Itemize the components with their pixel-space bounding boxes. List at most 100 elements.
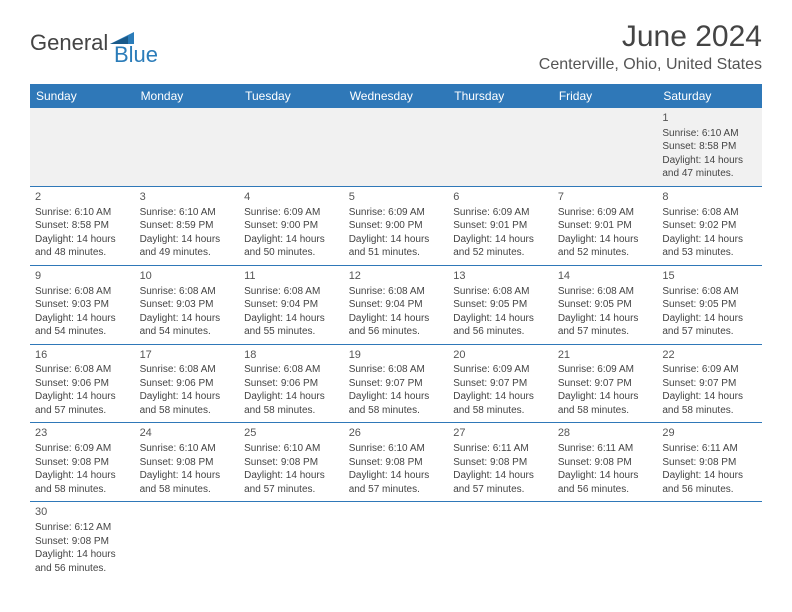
- day-number: 3: [140, 190, 235, 205]
- sun-info-line: Sunset: 9:05 PM: [558, 298, 653, 312]
- sun-info-line: Sunrise: 6:08 AM: [349, 285, 444, 299]
- calendar-cell: [239, 502, 344, 580]
- sun-info-line: Daylight: 14 hours: [140, 469, 235, 483]
- sun-info-line: and 58 minutes.: [35, 483, 130, 497]
- calendar-cell: 30Sunrise: 6:12 AMSunset: 9:08 PMDayligh…: [30, 502, 135, 580]
- day-number: 16: [35, 348, 130, 363]
- sun-info-line: Sunrise: 6:10 AM: [244, 442, 339, 456]
- sun-info-line: Sunset: 9:08 PM: [558, 456, 653, 470]
- calendar-cell: 29Sunrise: 6:11 AMSunset: 9:08 PMDayligh…: [657, 423, 762, 502]
- calendar-cell: 3Sunrise: 6:10 AMSunset: 8:59 PMDaylight…: [135, 186, 240, 265]
- sun-info-line: Sunrise: 6:09 AM: [453, 206, 548, 220]
- day-header-mon: Monday: [135, 84, 240, 108]
- sun-info-line: and 58 minutes.: [244, 404, 339, 418]
- calendar-cell: [344, 502, 449, 580]
- sun-info-line: Sunset: 9:05 PM: [453, 298, 548, 312]
- sun-info-line: Daylight: 14 hours: [140, 390, 235, 404]
- sun-info-line: Sunrise: 6:12 AM: [35, 521, 130, 535]
- sun-info-line: Sunset: 9:06 PM: [244, 377, 339, 391]
- day-number: 19: [349, 348, 444, 363]
- sun-info-line: Sunset: 9:07 PM: [662, 377, 757, 391]
- week-row: 9Sunrise: 6:08 AMSunset: 9:03 PMDaylight…: [30, 265, 762, 344]
- day-number: 21: [558, 348, 653, 363]
- sun-info-line: and 55 minutes.: [244, 325, 339, 339]
- day-number: 24: [140, 426, 235, 441]
- sun-info-line: Sunset: 9:02 PM: [662, 219, 757, 233]
- calendar-cell: 16Sunrise: 6:08 AMSunset: 9:06 PMDayligh…: [30, 344, 135, 423]
- sun-info-line: Daylight: 14 hours: [662, 312, 757, 326]
- sun-info-line: Sunrise: 6:08 AM: [140, 285, 235, 299]
- week-row: 1Sunrise: 6:10 AMSunset: 8:58 PMDaylight…: [30, 108, 762, 186]
- calendar-cell: 15Sunrise: 6:08 AMSunset: 9:05 PMDayligh…: [657, 265, 762, 344]
- day-number: 23: [35, 426, 130, 441]
- sun-info-line: Sunset: 9:08 PM: [35, 535, 130, 549]
- sun-info-line: Sunset: 9:07 PM: [453, 377, 548, 391]
- sun-info-line: and 58 minutes.: [558, 404, 653, 418]
- sun-info-line: Sunset: 9:08 PM: [140, 456, 235, 470]
- sun-info-line: Sunrise: 6:10 AM: [140, 206, 235, 220]
- day-header-row: Sunday Monday Tuesday Wednesday Thursday…: [30, 84, 762, 108]
- sun-info-line: Sunset: 9:04 PM: [349, 298, 444, 312]
- sun-info-line: and 58 minutes.: [140, 483, 235, 497]
- day-number: 8: [662, 190, 757, 205]
- logo-text-general: General: [30, 30, 108, 56]
- calendar-cell: 24Sunrise: 6:10 AMSunset: 9:08 PMDayligh…: [135, 423, 240, 502]
- day-header-sat: Saturday: [657, 84, 762, 108]
- sun-info-line: Sunset: 9:08 PM: [349, 456, 444, 470]
- day-number: 10: [140, 269, 235, 284]
- sun-info-line: and 57 minutes.: [558, 325, 653, 339]
- sun-info-line: Daylight: 14 hours: [558, 312, 653, 326]
- month-title: June 2024: [539, 20, 762, 54]
- sun-info-line: and 47 minutes.: [662, 167, 757, 181]
- sun-info-line: and 58 minutes.: [140, 404, 235, 418]
- sun-info-line: Sunset: 9:08 PM: [662, 456, 757, 470]
- sun-info-line: and 56 minutes.: [349, 325, 444, 339]
- sun-info-line: Sunset: 9:00 PM: [244, 219, 339, 233]
- location-text: Centerville, Ohio, United States: [539, 56, 762, 74]
- sun-info-line: Sunset: 9:07 PM: [558, 377, 653, 391]
- sun-info-line: and 57 minutes.: [349, 483, 444, 497]
- sun-info-line: and 57 minutes.: [244, 483, 339, 497]
- day-number: 18: [244, 348, 339, 363]
- sun-info-line: Daylight: 14 hours: [662, 154, 757, 168]
- sun-info-line: Daylight: 14 hours: [558, 390, 653, 404]
- sun-info-line: Sunset: 9:05 PM: [662, 298, 757, 312]
- sun-info-line: Daylight: 14 hours: [349, 312, 444, 326]
- sun-info-line: Sunset: 9:00 PM: [349, 219, 444, 233]
- sun-info-line: Daylight: 14 hours: [244, 469, 339, 483]
- day-header-thu: Thursday: [448, 84, 553, 108]
- calendar-cell: 19Sunrise: 6:08 AMSunset: 9:07 PMDayligh…: [344, 344, 449, 423]
- calendar-cell: [448, 108, 553, 186]
- day-number: 1: [662, 111, 757, 126]
- calendar-body: 1Sunrise: 6:10 AMSunset: 8:58 PMDaylight…: [30, 108, 762, 580]
- week-row: 2Sunrise: 6:10 AMSunset: 8:58 PMDaylight…: [30, 186, 762, 265]
- sun-info-line: and 53 minutes.: [662, 246, 757, 260]
- sun-info-line: Sunset: 9:08 PM: [244, 456, 339, 470]
- sun-info-line: Sunrise: 6:11 AM: [453, 442, 548, 456]
- sun-info-line: Daylight: 14 hours: [558, 469, 653, 483]
- day-number: 14: [558, 269, 653, 284]
- title-block: June 2024 Centerville, Ohio, United Stat…: [539, 20, 762, 74]
- sun-info-line: Daylight: 14 hours: [453, 469, 548, 483]
- logo-text-blue-wrap: Blue: [114, 42, 158, 68]
- calendar-cell: [553, 108, 658, 186]
- sun-info-line: Sunset: 9:04 PM: [244, 298, 339, 312]
- sun-info-line: and 56 minutes.: [35, 562, 130, 576]
- sun-info-line: Daylight: 14 hours: [140, 312, 235, 326]
- day-number: 27: [453, 426, 548, 441]
- sun-info-line: and 49 minutes.: [140, 246, 235, 260]
- day-number: 30: [35, 505, 130, 520]
- sun-info-line: Daylight: 14 hours: [558, 233, 653, 247]
- calendar-table: Sunday Monday Tuesday Wednesday Thursday…: [30, 84, 762, 580]
- sun-info-line: Sunrise: 6:09 AM: [244, 206, 339, 220]
- calendar-page: General June 2024 Centerville, Ohio, Uni…: [0, 0, 792, 600]
- calendar-cell: 8Sunrise: 6:08 AMSunset: 9:02 PMDaylight…: [657, 186, 762, 265]
- sun-info-line: Daylight: 14 hours: [662, 233, 757, 247]
- day-number: 11: [244, 269, 339, 284]
- calendar-cell: 18Sunrise: 6:08 AMSunset: 9:06 PMDayligh…: [239, 344, 344, 423]
- calendar-cell: 22Sunrise: 6:09 AMSunset: 9:07 PMDayligh…: [657, 344, 762, 423]
- day-number: 4: [244, 190, 339, 205]
- week-row: 16Sunrise: 6:08 AMSunset: 9:06 PMDayligh…: [30, 344, 762, 423]
- calendar-cell: [657, 502, 762, 580]
- calendar-cell: 21Sunrise: 6:09 AMSunset: 9:07 PMDayligh…: [553, 344, 658, 423]
